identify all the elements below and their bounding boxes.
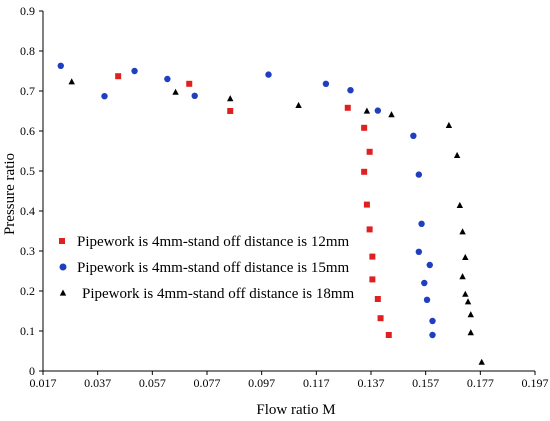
legend-label: Pipework is 4mm-stand off distance is 18… [82, 286, 355, 302]
data-point [186, 80, 193, 87]
series-2 [57, 62, 436, 339]
data-point [464, 298, 472, 305]
y-tick-label: 0.2 [20, 284, 35, 298]
data-point [429, 317, 436, 325]
plot-area: 0.017 0.037 0.057 0.077 0.097 0.117 0.137 0.157… [20, 4, 549, 390]
x-tick-label: 0.177 [467, 376, 494, 390]
data-point [115, 73, 122, 80]
data-point [377, 315, 384, 322]
x-tick-label: 0.137 [358, 376, 385, 390]
x-tick-label: 0.117 [303, 376, 330, 390]
legend-marker-square [59, 238, 65, 244]
data-point [361, 168, 368, 175]
data-point [423, 296, 431, 303]
y-axis-title: Pressure ratio [2, 153, 18, 235]
data-point [410, 132, 417, 139]
data-point [478, 358, 485, 365]
data-point [347, 87, 354, 94]
x-axis-title: Flow ratio M [256, 402, 335, 418]
data-point [131, 67, 138, 75]
y-tick-label: 0.1 [20, 324, 35, 338]
data-point [322, 80, 330, 88]
legend: Pipework is 4mm-stand off distance is 12… [59, 234, 355, 302]
data-point [415, 248, 423, 255]
legend-marker-circle [59, 263, 67, 271]
data-point [374, 107, 382, 114]
x-tick-label: 0.017 [30, 376, 57, 390]
data-point [467, 311, 474, 318]
data-point [227, 95, 234, 102]
series-1 [115, 73, 392, 338]
data-point [459, 273, 466, 280]
data-point [456, 201, 464, 208]
data-point [426, 261, 433, 269]
y-tick-label: 0.8 [20, 44, 35, 58]
data-point [462, 253, 469, 260]
y-tick-label: 0.6 [20, 124, 35, 138]
data-point [462, 290, 469, 297]
data-point [57, 62, 64, 69]
y-tick-label: 0.3 [20, 244, 35, 258]
data-point [172, 88, 179, 95]
data-point [429, 331, 436, 339]
data-point [453, 151, 461, 158]
legend-entry: Pipework is 4mm-stand off distance is 15… [59, 260, 350, 276]
x-tick-label: 0.077 [194, 376, 221, 390]
y-tick-label: 0.4 [20, 204, 35, 218]
data-point [68, 78, 75, 85]
y-tick-label: 0 [29, 364, 35, 378]
x-tick-label: 0.097 [248, 376, 275, 390]
data-point [101, 93, 108, 100]
legend-label: Pipework is 4mm-stand off distance is 15… [77, 260, 350, 276]
data-point [366, 148, 373, 155]
data-point [374, 296, 381, 302]
data-point [388, 111, 395, 118]
data-point [295, 101, 302, 108]
data-point [459, 228, 466, 235]
x-tick-label: 0.157 [412, 376, 439, 390]
series-3 [68, 78, 485, 365]
data-point [467, 329, 474, 336]
data-point [191, 92, 198, 100]
data-point [385, 332, 392, 338]
data-point [363, 107, 371, 114]
y-tick-label: 0.9 [20, 4, 35, 18]
x-tick-label: 0.037 [84, 376, 111, 390]
legend-marker-triangle [59, 289, 67, 296]
data-point [361, 124, 368, 131]
legend-entry: Pipework is 4mm-stand off distance is 12… [59, 234, 350, 250]
data-point [164, 75, 171, 83]
data-point [363, 201, 370, 208]
data-point [415, 171, 423, 178]
x-tick-label: 0.057 [139, 376, 166, 390]
data-point [369, 276, 376, 283]
legend-label: Pipework is 4mm-stand off distance is 12… [77, 234, 350, 250]
y-tick-label: 0.7 [20, 84, 35, 98]
data-point [369, 253, 376, 260]
x-tick-label: 0.197 [522, 376, 549, 390]
data-point [445, 121, 453, 128]
data-point [418, 220, 425, 227]
data-point [227, 108, 234, 114]
data-point [421, 279, 428, 287]
data-point [366, 226, 373, 233]
data-point [265, 71, 272, 78]
legend-entry: Pipework is 4mm-stand off distance is 18… [59, 286, 355, 302]
y-tick-label: 0.5 [20, 164, 35, 178]
data-point [344, 104, 351, 111]
